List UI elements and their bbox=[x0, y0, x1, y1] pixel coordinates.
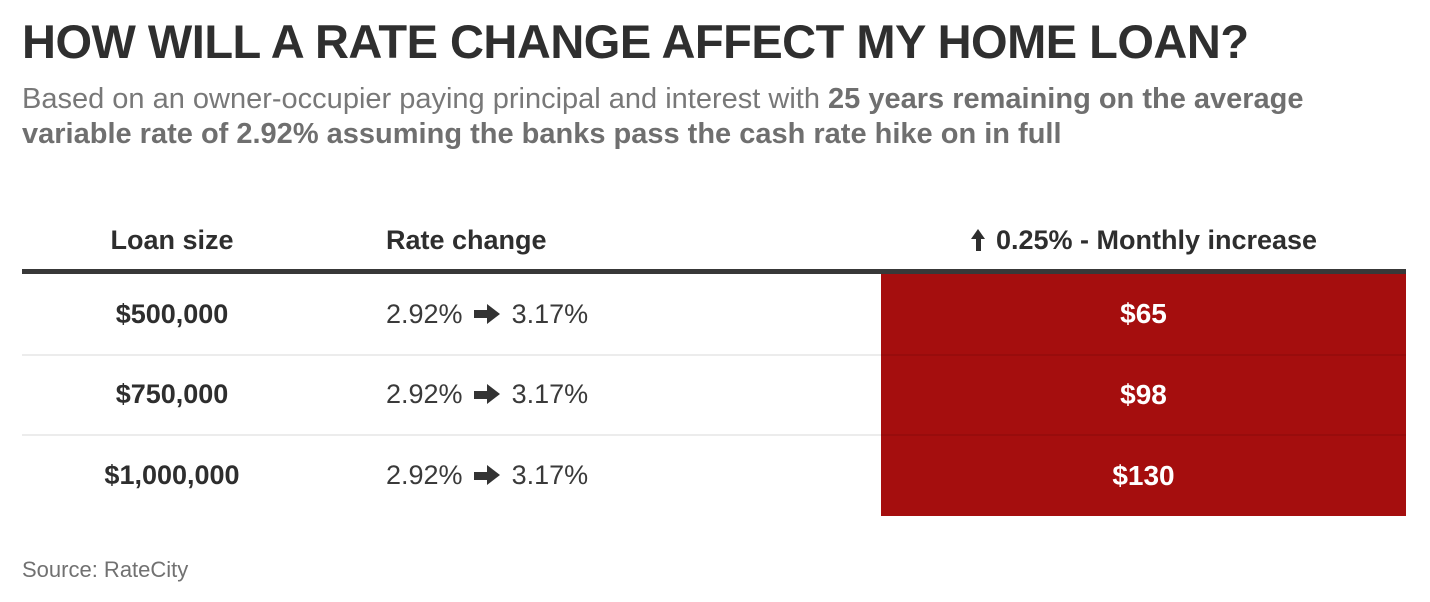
table-header-row: Loan size Rate change 0.25% - Monthly in… bbox=[22, 212, 1406, 274]
loan-size-cell: $1,000,000 bbox=[104, 460, 240, 491]
right-arrow-icon bbox=[473, 384, 501, 405]
rate-change-value: 2.92% 3.17% bbox=[386, 379, 588, 410]
rate-change-cell: 2.92% 3.17% bbox=[322, 274, 881, 355]
table-row: $1,000,000 2.92% 3.17% $130 bbox=[22, 434, 1406, 516]
monthly-increase-cell: $130 bbox=[881, 435, 1406, 516]
loan-rate-table: Loan size Rate change 0.25% - Monthly in… bbox=[22, 212, 1406, 516]
subtitle: Based on an owner-occupier paying princi… bbox=[22, 82, 1362, 152]
right-arrow-icon bbox=[473, 303, 501, 325]
rate-change-cell: 2.92% 3.17% bbox=[322, 355, 881, 436]
right-arrow-icon bbox=[473, 465, 501, 486]
rate-change-value: 2.92% 3.17% bbox=[386, 299, 588, 330]
rate-from: 2.92% bbox=[386, 460, 463, 491]
column-header-monthly-increase: 0.25% - Monthly increase bbox=[881, 225, 1406, 256]
rate-from: 2.92% bbox=[386, 379, 463, 410]
monthly-increase-cell: $65 bbox=[881, 274, 1406, 355]
rate-change-value: 2.92% 3.17% bbox=[386, 460, 588, 491]
rate-to: 3.17% bbox=[511, 298, 589, 329]
subtitle-bold: 25 years remaining on the average variab… bbox=[22, 83, 1304, 150]
column-header-rate-change: Rate change bbox=[386, 225, 547, 255]
loan-size-cell: $500,000 bbox=[115, 298, 229, 329]
subtitle-regular: Based on an owner-occupier paying princi… bbox=[22, 83, 829, 115]
rate-from: 2.92% bbox=[386, 298, 463, 329]
rate-to: 3.17% bbox=[511, 379, 589, 410]
monthly-increase-header-label: 0.25% - Monthly increase bbox=[995, 225, 1318, 255]
monthly-increase-cell: $98 bbox=[881, 354, 1406, 436]
rate-change-cell: 2.92% 3.17% bbox=[322, 435, 881, 516]
rate-to: 3.17% bbox=[511, 460, 589, 491]
source-attribution: Source: RateCity bbox=[22, 557, 189, 582]
up-arrow-icon bbox=[970, 229, 987, 252]
table-row: $750,000 2.92% 3.17% $98 bbox=[22, 353, 1406, 436]
table-row: $500,000 2.92% 3.17% $65 bbox=[22, 274, 1406, 355]
column-header-loan-size: Loan size bbox=[110, 225, 234, 255]
loan-size-cell: $750,000 bbox=[115, 379, 229, 410]
page-title: HOW WILL A RATE CHANGE AFFECT MY HOME LO… bbox=[22, 15, 1249, 68]
